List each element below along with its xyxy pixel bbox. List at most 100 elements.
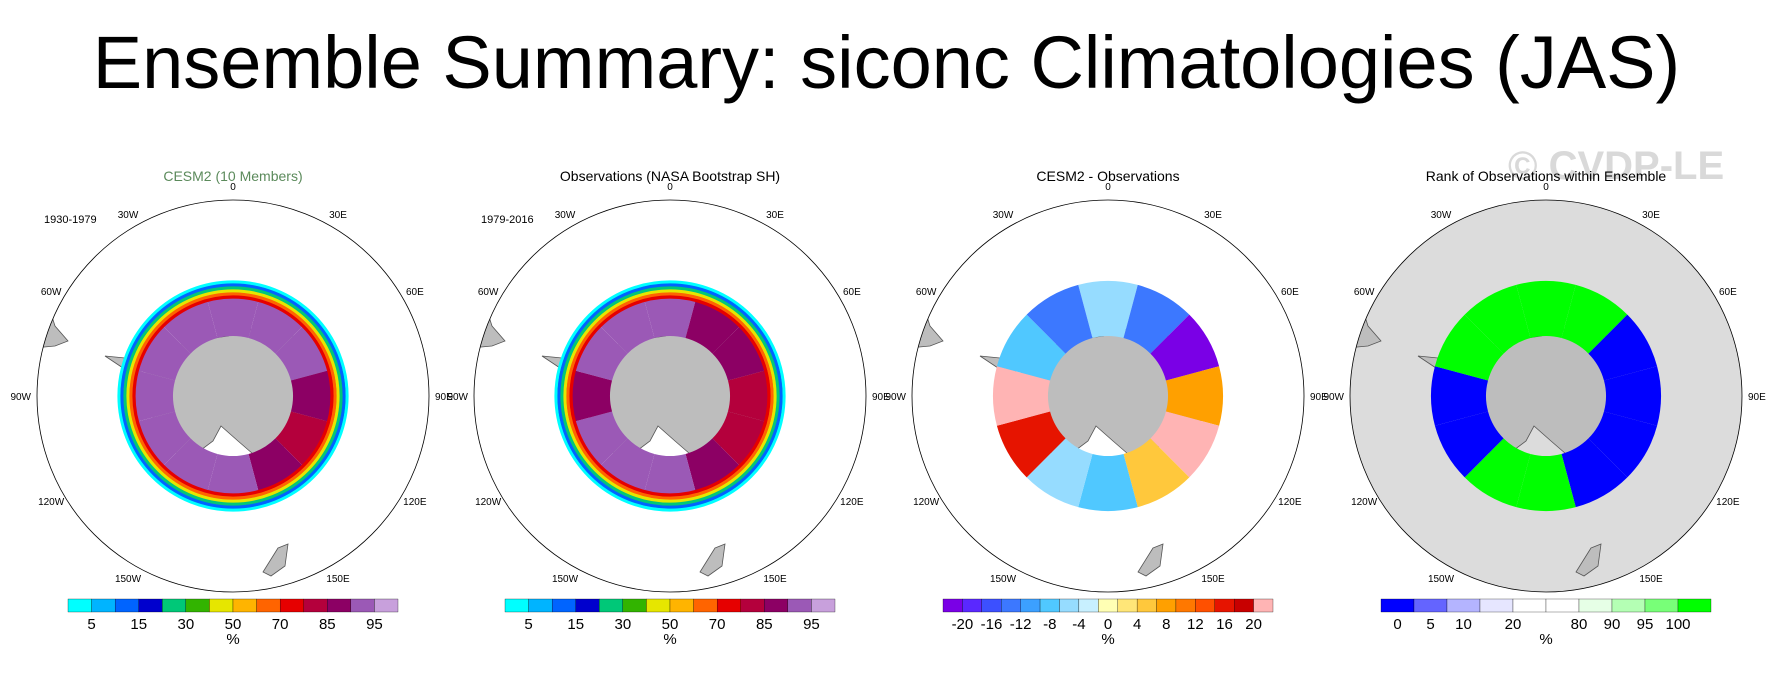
colorbar-tick-label: -4 [1072,616,1085,633]
field-sector [1434,314,1504,381]
field-sector [1588,314,1658,381]
panel-title: CESM2 - Observations [1036,168,1179,184]
lon-label: 90W [447,392,468,403]
lon-label: 60W [478,287,499,298]
lon-label: 60E [406,287,424,298]
colorbar-tick-label: 20 [1245,616,1262,633]
colorbar-swatch [138,598,163,613]
lon-label: 60E [1281,287,1299,298]
ice-edge-band [120,283,346,509]
colorbar-unit: % [1539,631,1552,648]
field-sector [996,411,1066,478]
colorbar-swatch [1175,598,1196,613]
colorbar-tick-label: 5 [87,616,95,633]
lon-label: 90E [435,392,453,403]
colorbar-tick-label: 90 [1604,616,1621,633]
lon-label: 120E [1278,497,1302,508]
map-border [1349,199,1743,593]
colorbar-swatch [1214,598,1235,613]
lon-label: 150E [1201,574,1225,585]
colorbar-swatch [327,598,352,613]
colorbar-tick-label: 70 [272,616,289,633]
colorbar-swatch [981,598,1002,613]
colorbar-swatch [1117,598,1138,613]
colorbar-swatch [599,598,624,613]
lon-label: 30W [118,210,139,221]
panel-title: CESM2 (10 Members) [163,168,302,184]
lon-label: 90W [1323,392,1344,403]
ice-field [1431,281,1661,511]
colorbar-swatch [1545,598,1580,613]
map-border [473,199,867,593]
ice-field [117,280,349,512]
lon-label: 0 [1105,182,1111,193]
lon-label: 120W [475,497,502,508]
colorbar-swatch [1156,598,1177,613]
field-sector [1150,411,1220,478]
map-panel-4: Rank of Observations within Ensemble030E… [1323,168,1766,648]
colorbar-tick-label: 30 [178,616,195,633]
field-sector [1431,366,1489,426]
ice-edge-band [117,280,349,512]
lon-label: 90E [872,392,890,403]
map-panel-3: CESM2 - Observations030E60E90E120E150E18… [885,168,1328,648]
colorbar-swatch [622,598,647,613]
lon-label: 30E [766,210,784,221]
colorbar-swatch [787,598,812,613]
ice-edge-band [560,286,780,506]
field-sector [993,366,1051,426]
map-panel-2: Observations (NASA Bootstrap SH) 1979-201… [447,168,890,648]
page-title: Ensemble Summary: siconc Climatologies (… [92,21,1681,104]
ice-edge-band [129,292,337,500]
field-sector [1464,438,1531,508]
field-sector [1603,366,1661,426]
panel-period: 1930-1979 [44,214,97,226]
colorbar-tick-label: 50 [662,616,679,633]
field-sector [1434,411,1504,478]
field-sector [1026,284,1093,354]
colorbar-swatch [764,598,789,613]
colorbar-swatch [1479,598,1514,613]
colorbar-swatch [114,598,139,613]
colorbar-tick-label: 100 [1665,616,1690,633]
colorbar-swatch [942,598,963,613]
lon-label: 60W [916,287,937,298]
colorbar-swatch [1234,598,1254,613]
colorbar-tick-label: 8 [1162,616,1170,633]
field-sector [1150,314,1220,381]
colorbar-swatch [350,598,375,613]
colorbar-tick-label: -12 [1010,616,1032,633]
lon-label: 150W [552,574,579,585]
field-sector [1561,438,1628,508]
field-sector [1516,453,1576,511]
ice-field [993,281,1223,511]
colorbar-swatch [1020,598,1041,613]
colorbar-swatch [1611,598,1646,613]
lon-label: 30W [555,210,576,221]
colorbar-swatch [1059,598,1080,613]
colorbar-swatch [1039,598,1060,613]
colorbar-swatch [1446,598,1481,613]
colorbar-swatch [693,598,718,613]
colorbar-tick-label: 5 [524,616,532,633]
colorbar-swatch [811,598,836,613]
lon-label: 120W [38,497,65,508]
field-sector [1123,438,1190,508]
colorbar-tick-label: 95 [803,616,820,633]
colorbar-tick-label: 80 [1571,616,1588,633]
colorbar-tick-label: 12 [1187,616,1204,633]
colorbar-swatch [232,598,257,613]
new-zealand-land [699,543,726,577]
lon-label: 90W [885,392,906,403]
lon-label: 150E [326,574,350,585]
field-sector [1078,281,1138,339]
colorbar-tick-label: -16 [981,616,1003,633]
colorbar-swatch [1677,598,1712,613]
panel-title: Observations (NASA Bootstrap SH) [560,168,780,184]
colorbar-unit: % [226,631,239,648]
lon-label: 30W [1431,210,1452,221]
lon-label: 120E [403,497,427,508]
colorbar-tick-label: 16 [1216,616,1233,633]
colorbar-tick-label: 50 [225,616,242,633]
